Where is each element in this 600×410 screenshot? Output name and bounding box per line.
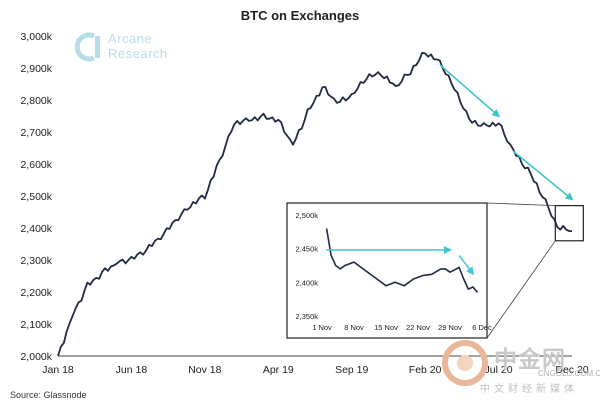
x-tick-label: Feb 20: [409, 364, 442, 376]
cngold-watermark: 中金网 CNGOLD.COM.CN 中文财经新媒体: [440, 338, 600, 398]
y-tick-label: 2,200k: [20, 287, 52, 299]
trend-arrow-1: [439, 64, 501, 118]
inset-x-tick-label: 8 Nov: [344, 323, 364, 332]
y-tick-label: 2,900k: [20, 63, 52, 75]
inset-y-tick-label: 2,350k: [295, 312, 318, 321]
inset-x-tick-label: 29 Nov: [438, 323, 462, 332]
y-tick-label: 2,300k: [20, 255, 52, 267]
cngold-logo-icon: [442, 340, 488, 386]
logo-text-line1: Arcane: [108, 31, 153, 46]
y-tick-label: 2,000k: [20, 351, 52, 363]
arcane-research-logo: Arcane Research: [70, 30, 167, 69]
inset-x-tick-label: 15 Nov: [374, 323, 398, 332]
inset-y-tick-label: 2,400k: [295, 278, 318, 287]
inset-chart: 2,350k 2,400k 2,450k 2,500k 1 Nov 8 Nov 15 Nov…: [286, 202, 556, 339]
y-tick-label: 2,400k: [20, 223, 52, 235]
x-tick-label: Jan 18: [42, 364, 74, 376]
connector-line: [486, 240, 556, 339]
zoom-highlight-box: [554, 205, 584, 242]
connector-line: [486, 202, 556, 206]
y-tick-label: 3,000k: [20, 31, 52, 43]
x-tick-label: Apr 19: [263, 364, 294, 376]
arcane-logo-icon: [74, 32, 100, 62]
btc-series-line: [57, 51, 573, 357]
x-tick-label: Jul 20: [485, 364, 513, 376]
y-tick-label: 2,600k: [20, 159, 52, 171]
y-tick-label: 2,500k: [20, 191, 52, 203]
inset-x-tick-label: 22 Nov: [406, 323, 430, 332]
x-tick-label: Jun 18: [116, 364, 148, 376]
inset-y-tick-label: 2,450k: [295, 245, 318, 254]
x-tick-label: Sep 19: [335, 364, 368, 376]
x-tick-label: Nov 18: [188, 364, 221, 376]
inset-series-line: [325, 228, 479, 293]
watermark-brand: 中金网: [494, 347, 566, 373]
inset-x-tick-label: 6 Dec: [472, 323, 492, 332]
inset-y-tick-label: 2,500k: [295, 211, 318, 220]
inset-x-tick-label: 1 Nov: [312, 323, 332, 332]
trend-arrow-2: [512, 150, 574, 201]
y-tick-label: 2,800k: [20, 95, 52, 107]
source-note: Source: Glassnode: [10, 390, 87, 400]
chart-title: BTC on Exchanges: [240, 8, 360, 23]
y-tick-label: 2,100k: [20, 319, 52, 331]
inset-trend-arrow-2: [458, 254, 475, 276]
x-tick-label: Dec 20: [555, 364, 588, 376]
logo-text-line2: Research: [108, 46, 168, 61]
main-chart: 2,000k 2,100k 2,200k 2,300k 2,400k 2,500k 2,60…: [20, 31, 588, 376]
watermark-subtitle: 中文财经新媒体: [480, 384, 578, 395]
watermark-url: CNGOLD.COM.CN: [538, 369, 600, 378]
y-tick-label: 2,700k: [20, 127, 52, 139]
